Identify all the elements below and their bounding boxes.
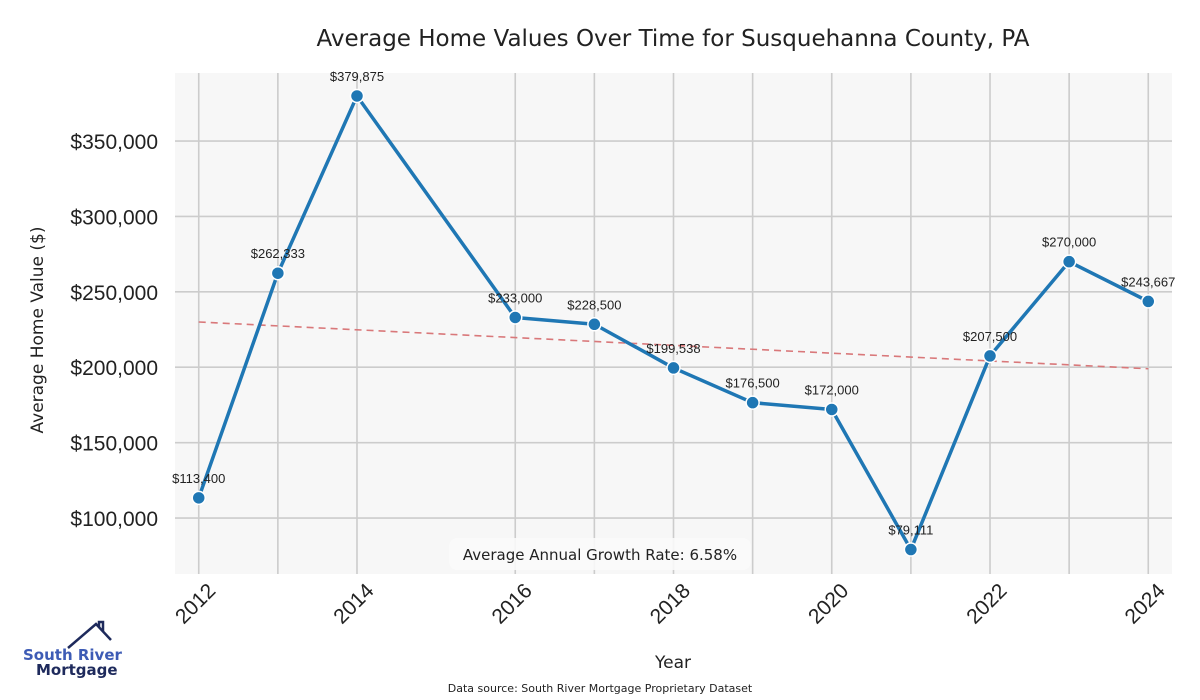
y-axis-ticks: $100,000 $150,000 $200,000 $250,000 $300,000…	[70, 131, 158, 531]
data-labels: $113,400 $262,333 $379,875 $233,000 $228,500…	[172, 69, 1175, 538]
y-tick-label: $200,000	[70, 357, 158, 380]
data-label: $113,400	[172, 471, 225, 486]
data-label: $379,875	[330, 69, 384, 84]
x-tick-label: 2022	[962, 579, 1011, 628]
x-tick-label: 2020	[804, 579, 853, 628]
x-axis-label: Year	[654, 653, 691, 673]
data-label: $228,500	[567, 297, 621, 312]
y-axis-label: Average Home Value ($)	[28, 227, 48, 434]
y-tick-label: $250,000	[70, 282, 158, 305]
data-point	[824, 402, 840, 417]
x-tick-label: 2024	[1120, 579, 1170, 629]
data-point	[587, 317, 602, 332]
data-label: $176,500	[726, 376, 780, 391]
data-label: $172,000	[805, 382, 859, 397]
data-point	[1061, 254, 1077, 269]
logo-line2: Mortgage	[36, 661, 118, 679]
data-points	[191, 88, 1156, 557]
data-label: $243,667	[1121, 274, 1175, 289]
growth-rate-annotation: Average Annual Growth Rate: 6.58%	[449, 538, 751, 570]
house-icon	[67, 620, 112, 649]
series-line	[197, 94, 1150, 552]
x-tick-label: 2012	[171, 579, 220, 628]
logo-line1: South River	[23, 646, 123, 664]
data-label: $207,500	[963, 329, 1017, 344]
y-tick-label: $100,000	[70, 508, 158, 531]
logo: South River Mortgage	[23, 620, 123, 679]
data-point	[507, 310, 523, 325]
data-point	[982, 348, 998, 364]
y-tick-label: $350,000	[70, 131, 158, 154]
data-point	[349, 88, 365, 104]
annotation-box	[449, 538, 751, 570]
data-label: $233,000	[488, 290, 542, 305]
data-label: $79,111	[888, 523, 933, 538]
data-point	[745, 395, 760, 410]
data-point	[666, 360, 681, 376]
data-point	[191, 490, 206, 506]
chart-title: Average Home Values Over Time for Susque…	[317, 26, 1030, 52]
y-tick-label: $300,000	[70, 206, 158, 229]
source-note: Data source: South River Mortgage Propri…	[448, 682, 753, 695]
annotation-text: Average Annual Growth Rate: 6.58%	[463, 546, 737, 564]
data-label: $270,000	[1042, 235, 1096, 250]
data-label: $199,538	[646, 341, 700, 356]
y-tick-label: $150,000	[70, 433, 158, 456]
x-tick-label: 2016	[487, 579, 536, 628]
data-point	[270, 265, 286, 281]
data-point	[1141, 294, 1156, 309]
x-tick-label: 2018	[646, 579, 695, 628]
data-point	[903, 542, 919, 557]
x-tick-label: 2014	[329, 579, 379, 629]
x-axis-ticks: 2012 2014 2016 2018 2020 2022 2024	[171, 579, 1170, 629]
data-label: $262,333	[251, 246, 305, 261]
